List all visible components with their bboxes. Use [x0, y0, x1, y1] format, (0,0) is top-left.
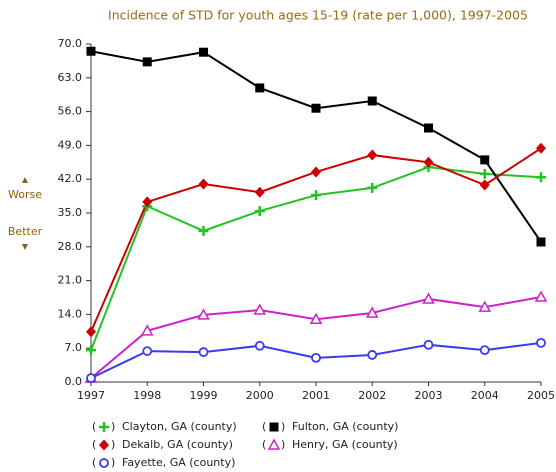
- marker: [86, 326, 96, 338]
- x-tick-label: 1997: [77, 389, 105, 402]
- y-tick-label: 28.0: [58, 240, 83, 253]
- x-tick-label: 1998: [133, 389, 161, 402]
- marker: [536, 172, 546, 183]
- legend-paren: ): [281, 438, 285, 451]
- y-tick-label: 49.0: [58, 138, 83, 151]
- x-tick-label: 1999: [190, 389, 218, 402]
- legend-marker: [99, 439, 109, 451]
- marker: [86, 373, 96, 384]
- legend-marker: [99, 422, 109, 432]
- marker: [199, 47, 208, 57]
- legend-paren: (: [92, 420, 96, 433]
- marker: [140, 324, 154, 336]
- marker: [478, 300, 492, 312]
- marker: [536, 337, 546, 348]
- series-line: [90, 50, 542, 243]
- legend-marker: [267, 438, 281, 450]
- legend-label: Henry, GA (county): [292, 438, 398, 451]
- marker: [365, 306, 379, 318]
- legend-paren: (: [262, 420, 266, 433]
- y-tick-label: 7.0: [65, 341, 83, 354]
- down-arrow: [22, 244, 28, 250]
- marker: [309, 312, 323, 324]
- better-label: Better: [8, 225, 43, 238]
- legend-marker: [269, 422, 279, 432]
- marker: [367, 149, 378, 161]
- chart-title: Incidence of STD for youth ages 15-19 (r…: [108, 8, 528, 23]
- up-arrow: [22, 177, 28, 183]
- series-line: [90, 296, 542, 379]
- y-tick-label: 63.0: [58, 71, 83, 84]
- legend-paren: ): [281, 420, 285, 433]
- marker: [198, 178, 209, 190]
- marker: [536, 237, 546, 247]
- legend-paren: ): [111, 420, 115, 433]
- marker: [479, 345, 490, 356]
- legend-label: Clayton, GA (county): [122, 420, 237, 433]
- y-tick-label: 70.0: [58, 37, 83, 50]
- marker: [142, 196, 153, 208]
- marker: [197, 308, 210, 320]
- y-tick-label: 21.0: [58, 274, 83, 287]
- marker: [422, 292, 435, 304]
- y-tick-label: 42.0: [58, 172, 83, 185]
- x-tick-label: 2001: [302, 389, 330, 402]
- x-tick-label: 2003: [415, 389, 443, 402]
- marker: [86, 46, 96, 56]
- marker: [480, 155, 490, 165]
- marker: [479, 179, 490, 191]
- marker: [367, 182, 378, 193]
- marker: [367, 96, 377, 106]
- marker: [198, 347, 209, 357]
- legend-marker: [99, 458, 109, 468]
- legend-label: Fulton, GA (county): [292, 420, 398, 433]
- x-tick-label: 2005: [527, 389, 555, 402]
- marker: [253, 303, 267, 315]
- legend-paren: (: [262, 438, 266, 451]
- marker: [311, 103, 321, 113]
- x-tick-label: 2004: [471, 389, 499, 402]
- marker: [86, 345, 96, 356]
- x-tick-label: 2000: [246, 389, 274, 402]
- y-tick-label: 0.0: [65, 375, 83, 388]
- marker: [534, 290, 548, 302]
- worse-label: Worse: [8, 188, 42, 201]
- marker: [367, 350, 378, 360]
- marker: [142, 57, 152, 67]
- marker: [198, 225, 209, 236]
- marker: [254, 206, 265, 217]
- marker: [311, 190, 321, 201]
- marker: [423, 339, 434, 350]
- legend-label: Dekalb, GA (county): [122, 438, 233, 451]
- legend-paren: (: [92, 438, 96, 451]
- marker: [311, 166, 321, 178]
- legend-paren: (: [92, 456, 96, 469]
- x-tick-label: 2002: [358, 389, 386, 402]
- marker: [255, 83, 265, 93]
- y-tick-label: 14.0: [58, 307, 83, 320]
- legend-label: Fayette, GA (county): [122, 456, 235, 469]
- legend-paren: ): [111, 456, 115, 469]
- marker: [423, 156, 434, 168]
- marker: [536, 142, 546, 154]
- marker: [311, 352, 321, 363]
- marker: [142, 346, 153, 356]
- marker: [424, 123, 433, 133]
- marker: [479, 168, 490, 179]
- legend-paren: ): [111, 438, 115, 451]
- y-tick-label: 56.0: [58, 105, 83, 118]
- marker: [254, 186, 265, 198]
- marker: [254, 340, 265, 351]
- y-tick-label: 35.0: [58, 206, 83, 219]
